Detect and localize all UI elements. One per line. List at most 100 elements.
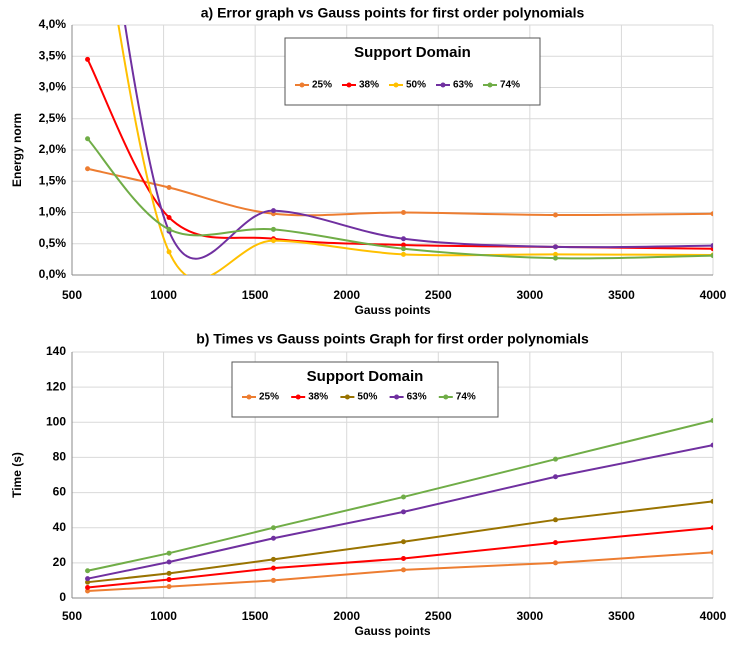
x-tick-label: 2500 (425, 609, 452, 623)
legend-marker (443, 394, 449, 400)
data-point (166, 577, 172, 583)
data-point (400, 236, 406, 242)
data-point (85, 136, 91, 142)
data-point (166, 550, 172, 556)
legend-label: 50% (357, 392, 377, 403)
data-point (85, 588, 91, 594)
legend-marker (393, 82, 399, 88)
data-point (552, 251, 558, 257)
y-tick-label: 2,0% (39, 142, 67, 156)
y-tick-label: 4,0% (39, 17, 67, 31)
data-point (270, 208, 276, 214)
y-tick-label: 0,0% (39, 267, 67, 281)
legend-marker (344, 394, 350, 400)
legend-label: 74% (500, 80, 520, 91)
data-point (710, 253, 713, 259)
data-point (166, 584, 172, 590)
data-point (270, 556, 276, 562)
data-point (710, 525, 713, 531)
legend-box (231, 361, 499, 418)
series-line (87, 500, 713, 584)
data-point (552, 212, 558, 218)
data-point (270, 238, 276, 244)
data-point (710, 442, 713, 448)
x-tick-label: 1000 (150, 288, 177, 302)
y-tick-label: 1,0% (39, 205, 67, 219)
legend-label: 38% (308, 392, 328, 403)
x-tick-label: 2000 (333, 288, 360, 302)
data-point (552, 474, 558, 480)
y-tick-label: 1,5% (39, 173, 67, 187)
series-line (86, 138, 713, 260)
data-point (166, 226, 172, 232)
y-tick-label: 120 (46, 379, 66, 393)
legend-marker (299, 82, 305, 88)
y-tick-label: 20 (53, 555, 67, 569)
data-point (270, 535, 276, 541)
data-point (270, 525, 276, 531)
data-point (400, 555, 406, 561)
data-point (552, 540, 558, 546)
legend-label: 74% (456, 392, 476, 403)
x-tick-label: 1000 (150, 609, 177, 623)
x-tick-label: 4000 (700, 609, 727, 623)
legend-box (284, 37, 541, 106)
data-point (85, 576, 91, 582)
y-tick-label: 3,0% (39, 80, 67, 94)
x-tick-label: 500 (62, 609, 82, 623)
data-point (400, 539, 406, 545)
legend-title: Support Domain (307, 368, 424, 385)
plot-area (85, 418, 713, 594)
data-point (85, 568, 91, 574)
data-point (710, 243, 713, 249)
legend-label: 50% (406, 80, 426, 91)
x-tick-label: 3000 (517, 609, 544, 623)
data-point (166, 215, 172, 220)
data-point (166, 185, 172, 190)
x-tick-label: 2000 (333, 609, 360, 623)
data-point (552, 244, 558, 250)
chart-title: b) Times vs Gauss points Graph for first… (196, 331, 589, 347)
legend-marker (346, 82, 352, 88)
x-tick-label: 4000 (700, 288, 727, 302)
data-point (85, 56, 91, 62)
y-tick-label: 60 (53, 485, 67, 499)
y-tick-label: 80 (53, 450, 67, 464)
chart-title: a) Error graph vs Gauss points for first… (201, 5, 585, 21)
y-tick-label: 100 (46, 414, 66, 428)
data-point (400, 494, 406, 500)
series-line (87, 444, 713, 580)
data-point (400, 567, 406, 573)
data-point (166, 570, 172, 576)
plot-area (85, 25, 713, 275)
series-line (87, 419, 713, 572)
data-point (552, 255, 558, 261)
data-point (400, 246, 406, 252)
data-point (270, 565, 276, 571)
series-line (87, 551, 713, 592)
y-tick-label: 40 (53, 520, 67, 534)
y-axis-title: Energy norm (10, 113, 24, 187)
legend-label: 25% (259, 392, 279, 403)
data-point (400, 509, 406, 515)
legend-marker (295, 394, 301, 400)
data-point (710, 418, 713, 424)
legend-title: Support Domain (354, 44, 471, 61)
data-point (85, 584, 91, 590)
legend-label: 25% (312, 80, 332, 91)
y-tick-label: 140 (46, 344, 66, 358)
x-tick-label: 3500 (608, 288, 635, 302)
legend-marker (246, 394, 252, 400)
y-tick-label: 3,5% (39, 48, 67, 62)
data-point (85, 579, 91, 585)
x-tick-label: 3500 (608, 609, 635, 623)
x-axis-title: Gauss points (354, 624, 430, 638)
data-point (710, 211, 713, 217)
data-point (85, 166, 91, 172)
legend-marker (487, 82, 493, 88)
data-point (166, 249, 172, 255)
y-tick-label: 0 (59, 590, 66, 604)
legend-marker (394, 394, 400, 400)
legend-label: 63% (407, 392, 427, 403)
